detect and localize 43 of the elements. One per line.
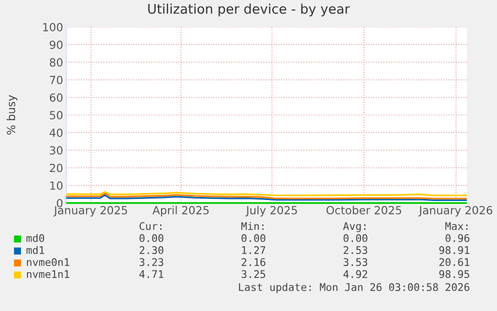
text: Max: bbox=[445, 222, 468, 230]
text: 0.00 bbox=[140, 234, 164, 242]
y-tick-label: 60 bbox=[50, 93, 62, 102]
text: Avg: bbox=[343, 222, 366, 232]
y-tick-label: 30 bbox=[50, 146, 62, 155]
x-tick-label: October 2025 bbox=[326, 206, 402, 214]
x-tick-label: April 2025 bbox=[152, 206, 209, 217]
text: 4.71 bbox=[139, 270, 164, 278]
y-axis-title: % busy bbox=[6, 95, 18, 135]
y-tick-label: 100 bbox=[43, 22, 62, 32]
y-tick-label: 10 bbox=[50, 181, 62, 190]
y-tick-label: 40 bbox=[50, 128, 62, 137]
y-tick-label: 80 bbox=[50, 58, 62, 67]
text: Cur: bbox=[140, 222, 162, 230]
text: Last update: Mon Jan 26 03:00:58 2026 bbox=[239, 282, 470, 294]
legend-label: md1 bbox=[26, 246, 44, 254]
y-tick-label: 50 bbox=[50, 110, 62, 120]
text: 3.53 bbox=[344, 258, 368, 266]
text: 0.00 bbox=[242, 234, 266, 242]
x-tick-label: January 2026 bbox=[418, 206, 492, 217]
text: 3.23 bbox=[140, 258, 164, 266]
text: 20.61 bbox=[439, 258, 470, 266]
legend-label: nvme0n1 bbox=[26, 258, 70, 266]
text: 2.16 bbox=[242, 258, 266, 266]
text: 98.91 bbox=[439, 246, 470, 254]
y-tick-label: 0 bbox=[56, 198, 62, 208]
text: 3.25 bbox=[242, 270, 266, 278]
legend-label: nvme1n1 bbox=[26, 270, 70, 278]
x-tick-label: January 2025 bbox=[53, 206, 127, 217]
y-tick-label: 20 bbox=[50, 164, 62, 172]
text: Min: bbox=[241, 222, 264, 230]
text: 1.27 bbox=[242, 246, 266, 254]
chart-title: Utilization per device - by year bbox=[148, 4, 350, 16]
text: 4.92 bbox=[343, 270, 368, 278]
y-tick-label: 70 bbox=[50, 76, 62, 84]
text: 2.53 bbox=[344, 246, 368, 254]
y-tick-label: 90 bbox=[50, 40, 62, 49]
legend-label: md0 bbox=[26, 234, 44, 242]
text: 2.30 bbox=[140, 246, 164, 254]
text: 0.00 bbox=[344, 234, 368, 242]
text: 0.96 bbox=[446, 234, 470, 242]
x-tick-label: July 2025 bbox=[246, 206, 297, 217]
text: 98.95 bbox=[439, 270, 470, 278]
